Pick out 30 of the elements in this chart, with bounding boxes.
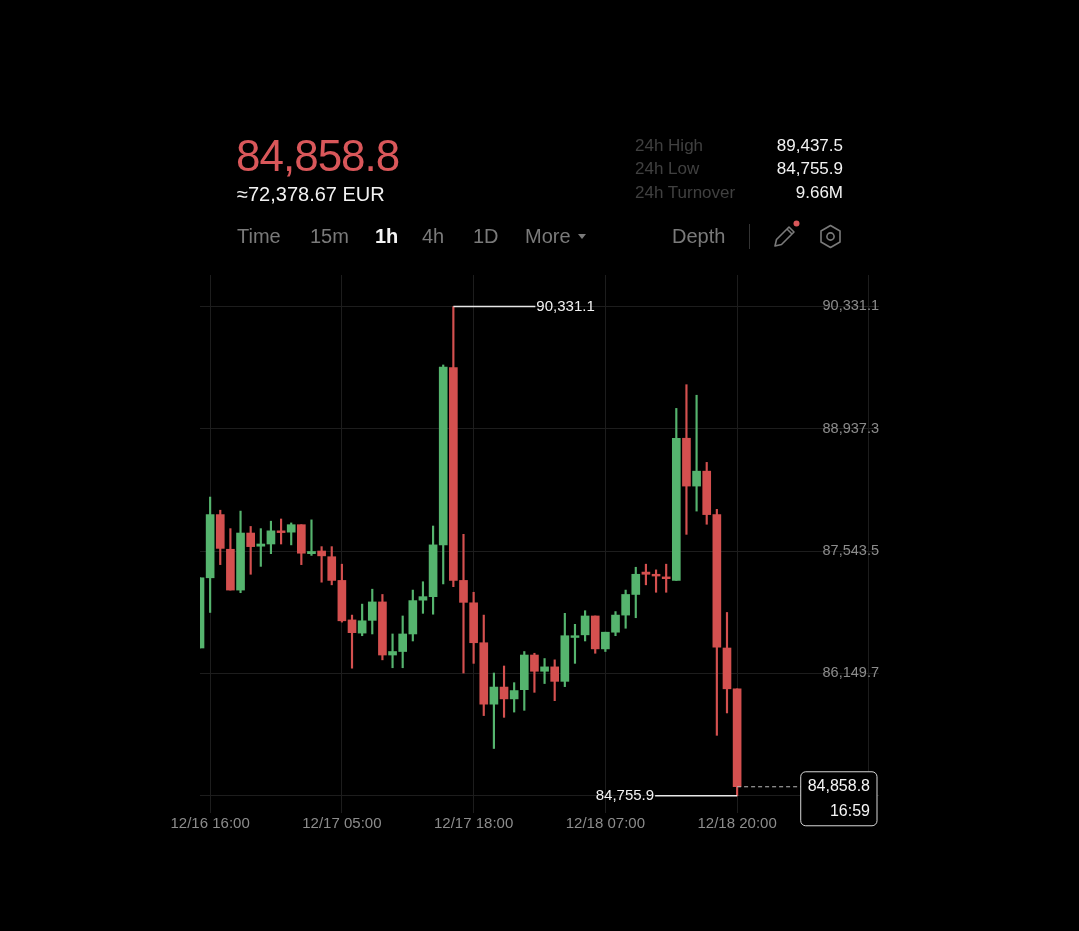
text: 24h Low xyxy=(635,159,700,178)
x-tick-label: 12/18 20:00 xyxy=(697,814,777,832)
text: 1D xyxy=(473,225,499,247)
text: 9.66M xyxy=(795,183,843,202)
text: Time xyxy=(237,225,281,247)
chart-title: 84,858.8 xyxy=(236,131,400,180)
ref-line-label: 84,858.8 16:59 xyxy=(807,777,871,820)
x-tick-label: 12/17 05:00 xyxy=(302,814,382,832)
y-tick-label: 90,331.1 xyxy=(822,297,879,314)
x-tick-label: 12/18 07:00 xyxy=(565,814,645,832)
text: 24h Turnover xyxy=(635,183,736,202)
text: 1h xyxy=(375,225,399,247)
annotation: 90,331.1 xyxy=(536,296,595,314)
y-tick-label: 87,543.5 xyxy=(822,542,879,559)
y-tick-label: 86,149.7 xyxy=(822,664,879,681)
candlestick xyxy=(540,658,549,684)
text: 4h xyxy=(422,225,445,247)
text: 24h High xyxy=(635,136,704,155)
candlestick xyxy=(307,519,316,556)
text: 89,437.5 xyxy=(776,136,843,155)
candlestick xyxy=(682,384,691,535)
annotation: 84,755.9 xyxy=(595,785,655,803)
text: 15m xyxy=(310,225,349,247)
text: More xyxy=(525,225,571,247)
text: Depth xyxy=(672,225,726,247)
x-tick-label: 12/17 18:00 xyxy=(434,814,514,832)
x-tick-label: 12/16 16:00 xyxy=(170,814,250,832)
chart-subtitle: ≈72,378.67 EUR xyxy=(237,183,385,205)
text: 84,755.9 xyxy=(776,159,843,178)
y-tick-label: 88,937.3 xyxy=(822,419,879,436)
